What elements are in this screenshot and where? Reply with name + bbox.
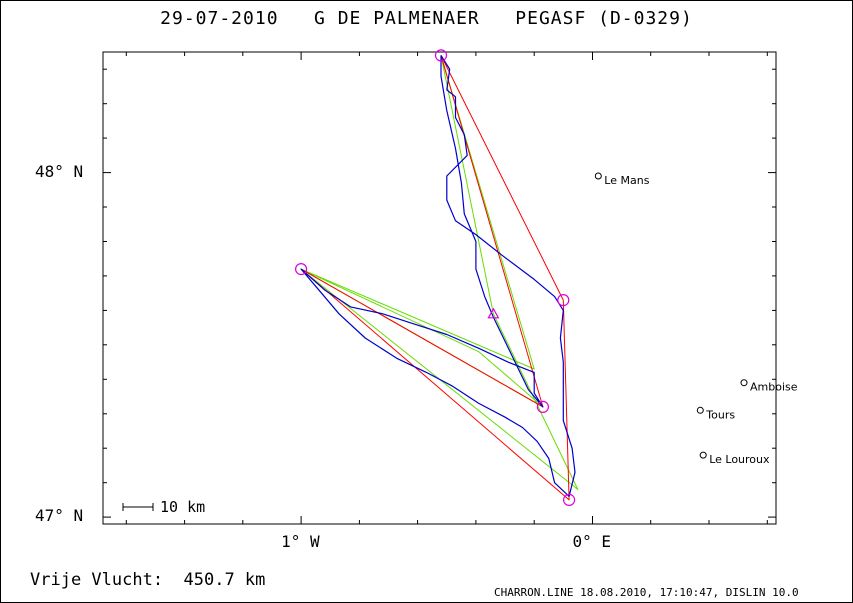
optimized-route-green <box>300 55 579 490</box>
longitude-label: 0° E <box>572 532 611 551</box>
scale-bar <box>122 503 154 511</box>
latitude-label: 47° N <box>35 506 84 526</box>
turnpoint-marker <box>434 49 448 62</box>
latitude-label: 48° N <box>35 161 84 181</box>
axis-ticks <box>103 52 776 524</box>
start-marker <box>487 307 500 319</box>
town-dot <box>740 379 748 387</box>
turnpoint-marker <box>295 263 308 276</box>
credit-line: CHARRON.LINE 18.08.2010, 17:10:47, DISLI… <box>494 586 799 599</box>
town-dot <box>594 172 602 180</box>
town-dot <box>696 406 704 414</box>
flight-title: 29-07-2010 G DE PALMENAER PEGASF (D-0329… <box>160 8 693 29</box>
town-label: Amboise <box>750 381 798 394</box>
town-label: Le Louroux <box>709 453 770 466</box>
gps-track <box>300 55 576 497</box>
turnpoint-marker <box>536 400 550 413</box>
scale-bar-label: 10 km <box>160 498 206 516</box>
turnpoint-layer <box>295 49 576 506</box>
town-layer: Le Mans Amboise Tours Le Louroux <box>594 172 798 466</box>
town-label: Le Mans <box>604 174 649 187</box>
town-label: Tours <box>705 408 735 421</box>
turnpoint-marker <box>557 294 570 307</box>
turnpoint-marker <box>562 493 576 506</box>
plot-frame <box>102 51 777 525</box>
town-dot <box>699 451 707 459</box>
flight-distance: Vrije Vlucht: 450.7 km <box>30 570 266 590</box>
declared-route-red <box>300 55 570 501</box>
longitude-label: 1° W <box>281 532 320 551</box>
route-layer <box>300 55 579 501</box>
